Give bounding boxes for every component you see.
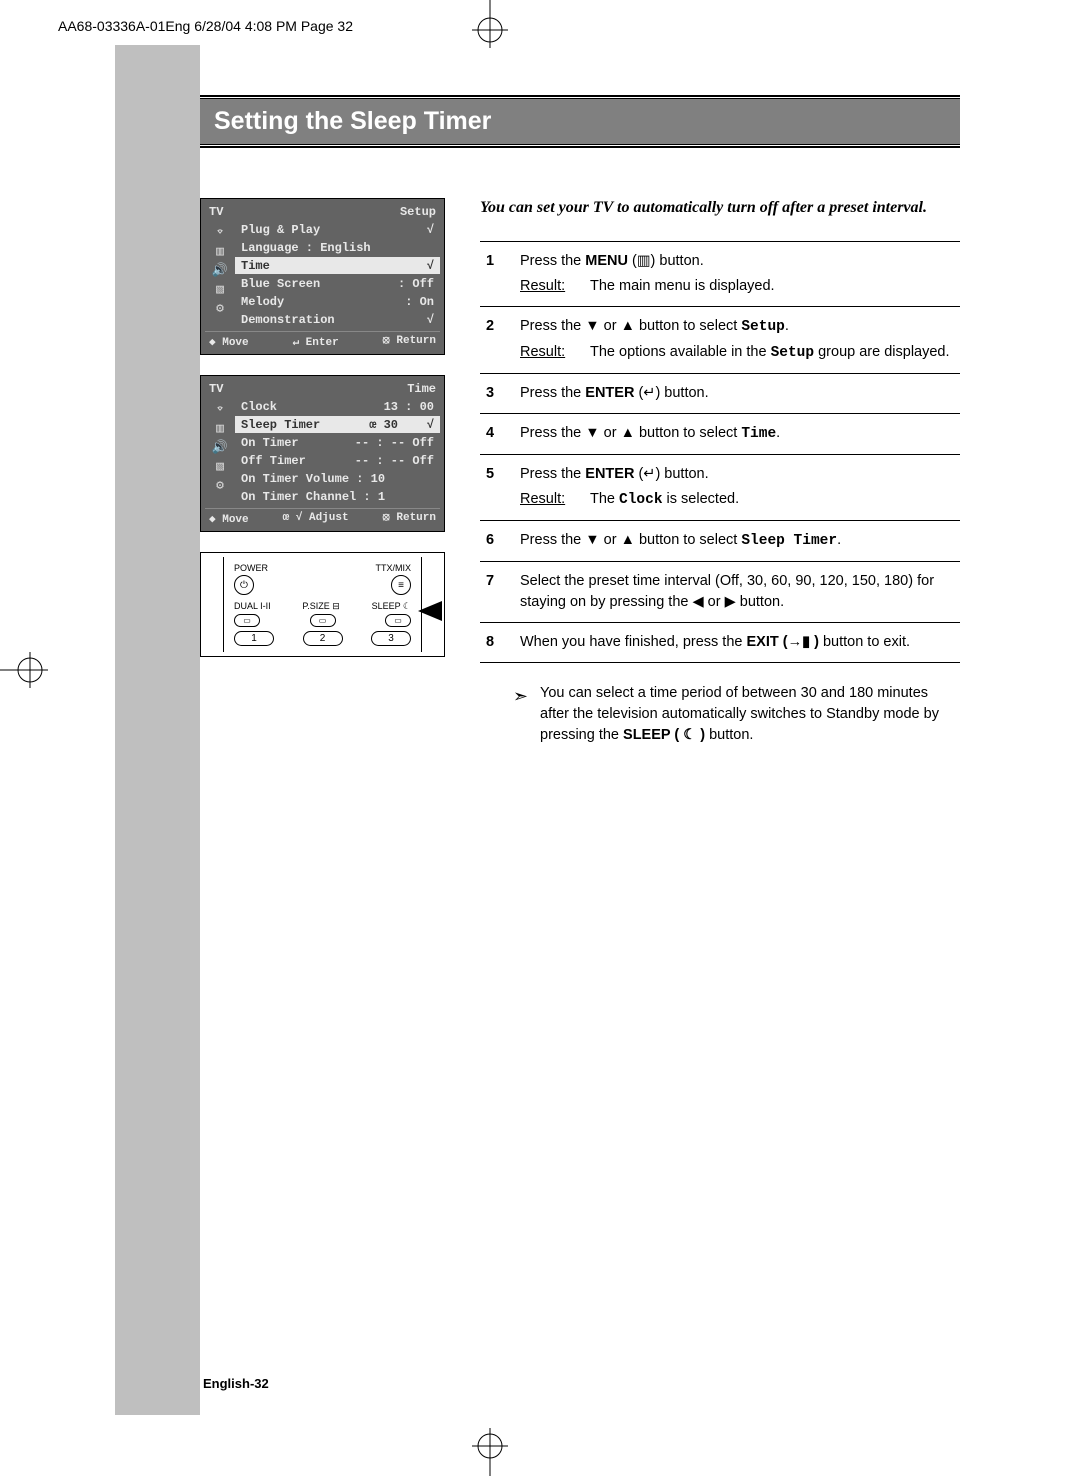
tv-icon: ⌔ [211,402,229,417]
num-2-button: 2 [303,631,343,646]
remote-label-dual: DUAL I-II [234,601,271,612]
regmark-bottom [460,1428,520,1476]
osd-icon-strip: ⌔ ▥ 🔊 ▧ ⚙ [205,221,235,329]
osd-foot-return: ⦻ Return [383,512,436,526]
osd-row: Plug & Play√ [235,221,440,238]
intro-text: You can set your TV to automatically tur… [480,198,960,219]
step-number: 2 [480,316,520,364]
sleep-button: ▭ [385,614,411,627]
right-column: You can set your TV to automatically tur… [480,198,960,746]
osd-row: On Timer Volume : 10 [235,470,440,487]
step-number: 7 [480,571,520,613]
regmark-top [460,0,520,48]
remote-label-sleep: SLEEP ☾ [372,601,411,612]
step: 2 Press the ▼ or ▲ button to select Setu… [480,306,960,373]
print-header: AA68-03336A-01Eng 6/28/04 4:08 PM Page 3… [58,18,353,34]
picture-icon: ▥ [211,421,229,436]
osd-row: On Timer Channel : 1 [235,488,440,505]
content: Setting the Sleep Timer TV Setup ⌔ ▥ [200,45,960,746]
result-label: Result: [520,276,590,297]
osd-icon-strip: ⌔ ▥ 🔊 ▧ ⚙ [205,398,235,506]
sound-icon: 🔊 [211,263,229,278]
left-column: TV Setup ⌔ ▥ 🔊 ▧ ⚙ Plug & Play√ [200,198,445,746]
step: 6 Press the ▼ or ▲ button to select Slee… [480,520,960,561]
remote-label-psize: P.SIZE ⊟ [302,601,339,612]
page: Setting the Sleep Timer TV Setup ⌔ ▥ [115,45,960,1415]
psize-button: ▭ [310,614,336,627]
setup-icon: ⚙ [211,478,229,493]
step-number: 8 [480,632,520,653]
ttx-icon: ≡ [391,575,411,595]
osd-row: Language : English [235,239,440,256]
picture-icon: ▥ [211,244,229,259]
osd-row: Blue Screen: Off [235,275,440,292]
pointer-icon [418,601,442,621]
remote-label-ttx: TTX/MIX [376,563,412,573]
page-number: English-32 [203,1376,269,1391]
step-number: 4 [480,423,520,445]
step: 4 Press the ▼ or ▲ button to select Time… [480,413,960,454]
osd-tv-label: TV [209,382,239,396]
step: 8 When you have finished, press the EXIT… [480,622,960,663]
osd-row: Off Timer-- : -- Off [235,452,440,469]
channel-icon: ▧ [211,459,229,474]
note-arrow-icon: ➣ [480,683,540,746]
note: ➣ You can select a time period of betwee… [480,683,960,746]
osd-row: Demonstration√ [235,311,440,328]
osd-foot-move: ◆ Move [209,335,249,349]
page-title: Setting the Sleep Timer [214,107,946,136]
osd-foot-adjust: œ √ Adjust [283,512,349,526]
result-text: The Clock is selected. [590,489,739,511]
result-label: Result: [520,342,590,364]
result-text: The main menu is displayed. [590,276,775,297]
sound-icon: 🔊 [211,440,229,455]
osd-setup: TV Setup ⌔ ▥ 🔊 ▧ ⚙ Plug & Play√ [200,198,445,355]
steps-list: 1 Press the MENU (▥) button. Result: The… [480,241,960,663]
power-icon: ⏻ [234,575,254,595]
title-block: Setting the Sleep Timer [200,95,960,148]
setup-icon: ⚙ [211,301,229,316]
num-3-button: 3 [371,631,411,646]
step-number: 3 [480,383,520,404]
remote-label-power: POWER [234,563,268,573]
step: 3 Press the ENTER (↵) button. [480,373,960,413]
tv-icon: ⌔ [211,225,229,240]
osd-tv-label: TV [209,205,239,219]
osd-row-selected: Time√ [235,257,440,274]
num-1-button: 1 [234,631,274,646]
osd-title: Setup [239,205,436,219]
osd-title: Time [239,382,436,396]
osd-foot-enter: ↵ Enter [292,335,338,349]
channel-icon: ▧ [211,282,229,297]
osd-row: On Timer-- : -- Off [235,434,440,451]
step: 1 Press the MENU (▥) button. Result: The… [480,241,960,306]
step: 5 Press the ENTER (↵) button. Result: Th… [480,454,960,520]
result-text: The options available in the Setup group… [590,342,950,364]
regmark-left [0,640,48,700]
osd-time: TV Time ⌔ ▥ 🔊 ▧ ⚙ Clock13 : 00 [200,375,445,532]
step-number: 6 [480,530,520,552]
dual-button: ▭ [234,614,260,627]
osd-row: Clock13 : 00 [235,398,440,415]
osd-row: Melody: On [235,293,440,310]
step: 7 Select the preset time interval (Off, … [480,561,960,622]
result-label: Result: [520,489,590,511]
step-number: 1 [480,251,520,297]
step-number: 5 [480,464,520,511]
osd-row-selected: Sleep Timerœ 30 √ [235,416,440,433]
osd-foot-return: ⦻ Return [383,335,436,349]
left-gutter [115,45,200,1415]
osd-foot-move: ◆ Move [209,512,249,526]
remote-illustration: POWER TTX/MIX ⏻ ≡ DUAL I-II P.SIZE ⊟ SLE… [200,552,445,657]
